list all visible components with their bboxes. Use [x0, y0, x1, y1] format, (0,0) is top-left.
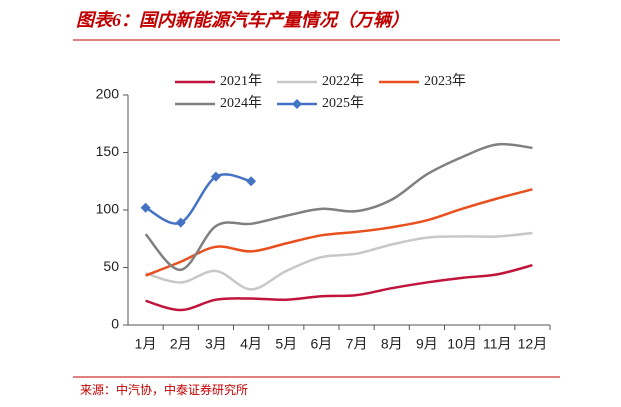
series-line [144, 173, 252, 225]
y-tick-label: 50 [103, 258, 119, 274]
series-line [144, 142, 533, 272]
x-tick-label: 11月 [483, 336, 512, 352]
x-tick-label: 2月 [170, 336, 192, 352]
legend-label: 2021年 [220, 73, 262, 89]
x-tick-label: 4月 [240, 336, 262, 352]
y-tick-label: 100 [96, 201, 120, 217]
y-tick-label: 0 [111, 316, 119, 332]
legend-label: 2023年 [424, 73, 466, 89]
point-marker [210, 171, 221, 182]
x-tick-label: 3月 [205, 336, 227, 352]
point-marker [140, 202, 151, 213]
source: 来源：中汽协，中泰证券研究所 [80, 382, 248, 397]
series-line [145, 231, 533, 291]
chart-title: 图表6：国内新能源汽车产量情况（万辆） [76, 10, 409, 30]
legend-marker [292, 99, 302, 109]
x-tick-label: 1月 [135, 336, 157, 352]
series-line [145, 188, 533, 277]
x-tick-label: 10月 [447, 336, 477, 352]
x-tick-label: 6月 [311, 336, 333, 352]
x-tick-label: 8月 [381, 336, 403, 352]
point-marker [175, 217, 186, 228]
legend-label: 2024年 [220, 95, 262, 111]
x-tick-label: 12月 [518, 336, 548, 352]
y-tick-label: 150 [96, 143, 120, 159]
legend-label: 2022年 [322, 73, 364, 89]
x-tick-label: 9月 [416, 336, 438, 352]
legend-label: 2025年 [322, 95, 364, 111]
series-line [145, 263, 533, 312]
x-tick-label: 5月 [275, 336, 297, 352]
point-marker [246, 176, 257, 187]
y-tick-label: 200 [96, 86, 120, 102]
x-tick-label: 7月 [346, 336, 368, 352]
